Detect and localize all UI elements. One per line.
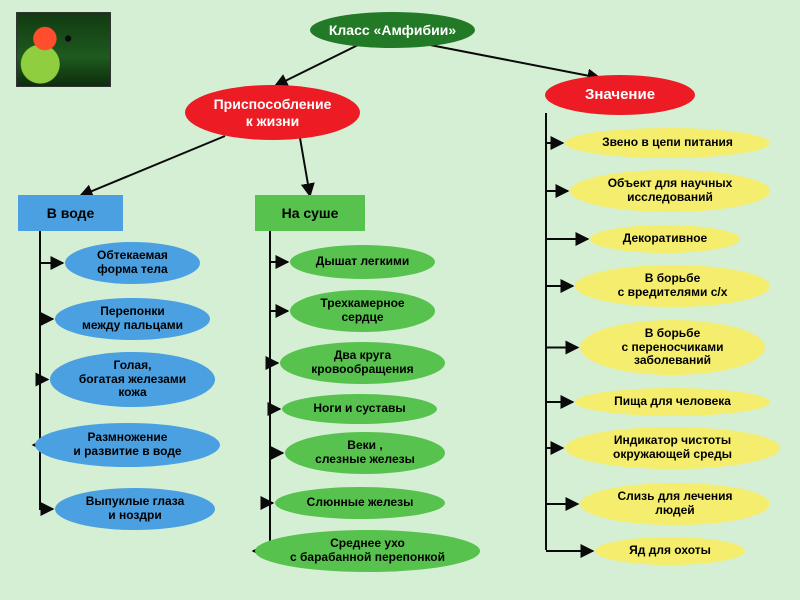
land-item-label: Среднее ухо с барабанной перепонкой <box>290 537 445 565</box>
water-item-label: Выпуклые глаза и ноздри <box>86 495 185 523</box>
water-item-label: Размножение и развитие в воде <box>73 431 181 459</box>
water-item: Обтекаемая форма тела <box>65 242 200 284</box>
water-item-label: Голая, богатая железами кожа <box>79 359 186 400</box>
land-item-label: Веки , слезные железы <box>315 439 415 467</box>
significance-label: Значение <box>585 86 655 103</box>
land-item-label: Трехкамерное сердце <box>320 297 404 325</box>
land-item-label: Дышат легкими <box>316 255 409 269</box>
significance-item-label: Декоративное <box>623 232 707 246</box>
water-item: Перепонки между пальцами <box>55 298 210 340</box>
land-item: Слюнные железы <box>275 487 445 519</box>
significance-item: В борьбе с переносчиками заболеваний <box>580 320 765 375</box>
significance-item-label: Индикатор чистоты окружающей среды <box>613 434 732 462</box>
land-subheader: На суше <box>255 195 365 231</box>
water-subheader: В воде <box>18 195 123 231</box>
significance-item: Объект для научных исследований <box>570 170 770 212</box>
water-label: В воде <box>47 205 94 221</box>
significance-item-label: Яд для охоты <box>629 544 711 558</box>
land-item-label: Два круга кровообращения <box>311 349 413 377</box>
land-item: Два круга кровообращения <box>280 342 445 384</box>
significance-item-label: В борьбе с переносчиками заболеваний <box>622 327 724 368</box>
water-item: Выпуклые глаза и ноздри <box>55 488 215 530</box>
water-item: Голая, богатая железами кожа <box>50 352 215 407</box>
adaptation-node: Приспособление к жизни <box>185 85 360 140</box>
significance-item: В борьбе с вредителями с/х <box>575 265 770 307</box>
land-item: Дышат легкими <box>290 245 435 279</box>
significance-item: Яд для охоты <box>595 537 745 565</box>
land-item: Веки , слезные железы <box>285 432 445 474</box>
land-item-label: Слюнные железы <box>307 496 414 510</box>
land-item-label: Ноги и суставы <box>313 402 405 416</box>
significance-item-label: Слизь для лечения людей <box>617 490 732 518</box>
significance-item-label: Звено в цепи питания <box>602 136 733 150</box>
diagram-stage: Класс «Амфибии» Приспособление к жизни З… <box>0 0 800 600</box>
water-item-label: Обтекаемая форма тела <box>97 249 168 277</box>
water-item: Размножение и развитие в воде <box>35 423 220 467</box>
significance-item-label: Объект для научных исследований <box>608 177 733 205</box>
root-label: Класс «Амфибии» <box>329 22 456 38</box>
significance-item: Индикатор чистоты окружающей среды <box>565 427 780 469</box>
frog-thumbnail <box>16 12 111 87</box>
land-item: Ноги и суставы <box>282 394 437 424</box>
adaptation-label: Приспособление к жизни <box>214 96 332 128</box>
land-item: Среднее ухо с барабанной перепонкой <box>255 530 480 572</box>
significance-item: Звено в цепи питания <box>565 128 770 158</box>
significance-node: Значение <box>545 75 695 115</box>
land-label: На суше <box>282 205 339 221</box>
significance-item: Пища для человека <box>575 388 770 416</box>
significance-item-label: В борьбе с вредителями с/х <box>618 272 728 300</box>
significance-item-label: Пища для человека <box>614 395 731 409</box>
land-item: Трехкамерное сердце <box>290 290 435 332</box>
root-node: Класс «Амфибии» <box>310 12 475 48</box>
water-item-label: Перепонки между пальцами <box>82 305 183 333</box>
significance-item: Декоративное <box>590 225 740 253</box>
significance-item: Слизь для лечения людей <box>580 483 770 525</box>
